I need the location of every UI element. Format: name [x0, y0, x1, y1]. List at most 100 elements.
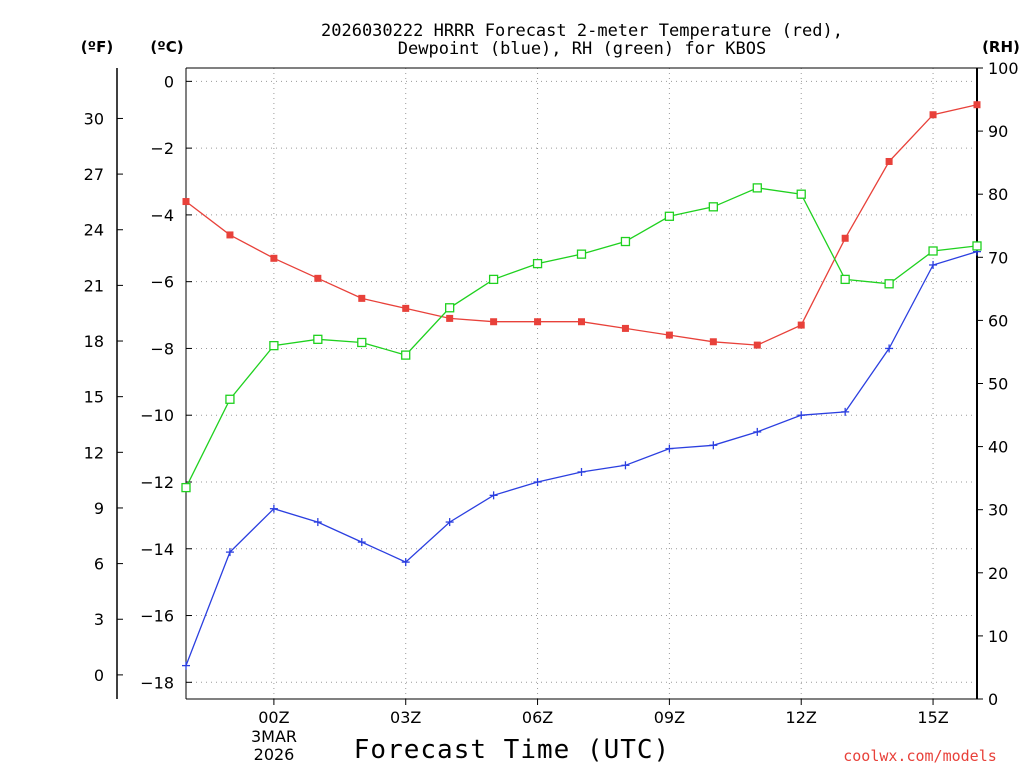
dewpoint-point	[797, 411, 806, 420]
date-label-month: 3MAR	[251, 727, 297, 746]
chart-title-line-1: 2026030222 HRRR Forecast 2-meter Tempera…	[321, 21, 843, 41]
temperature-point	[621, 324, 629, 332]
date-label-year: 2026	[254, 745, 295, 764]
rh-unit-label: (RH)	[982, 38, 1020, 56]
rh-point	[225, 394, 235, 404]
rh-tick-label: 60	[988, 311, 1008, 330]
x-axis-label: Forecast Time (UTC)	[354, 735, 670, 765]
celsius-tick-label: −2	[150, 139, 174, 158]
dewpoint-point	[929, 260, 938, 269]
rh-tick-label: 80	[988, 185, 1008, 204]
x-tick-label: 03Z	[390, 708, 421, 727]
celsius-tick-label: −14	[140, 540, 174, 559]
fahrenheit-unit-label: (ºF)	[81, 38, 113, 56]
temperature-point	[358, 294, 366, 302]
dewpoint-line	[185, 250, 978, 666]
rh-point	[532, 258, 543, 269]
fahrenheit-tick-label: 12	[84, 443, 104, 462]
x-tick-label: 12Z	[786, 708, 817, 727]
temperature-point	[314, 274, 322, 282]
fahrenheit-tick-label: 3	[94, 610, 104, 629]
temperature-point	[578, 318, 585, 326]
rh-tick-label: 20	[988, 564, 1008, 583]
rh-tick-label: 90	[988, 122, 1008, 141]
dewpoint-point	[621, 461, 630, 470]
x-tick-label: 06Z	[522, 708, 553, 727]
axes: 0−2−4−6−8−10−12−14−16−183027242118151296…	[84, 59, 1019, 727]
rh-tick-label: 40	[988, 438, 1008, 457]
temperature-point	[885, 157, 893, 165]
rh-tick-label: 0	[988, 690, 998, 709]
celsius-tick-label: −12	[140, 473, 174, 492]
temperature-point	[446, 314, 454, 322]
temperature-point	[182, 198, 190, 206]
rh-point	[972, 241, 982, 251]
rh-point	[840, 274, 850, 285]
temperature-point	[709, 338, 717, 346]
dewpoint-point	[841, 407, 850, 416]
rh-tick-label: 10	[988, 627, 1008, 646]
data-series	[181, 101, 982, 670]
dewpoint-point	[182, 661, 190, 670]
dewpoint-point	[577, 467, 586, 476]
rh-point	[708, 202, 718, 212]
fahrenheit-tick-label: 21	[84, 276, 104, 295]
celsius-tick-label: −8	[150, 339, 174, 358]
temperature-point	[490, 318, 498, 326]
rh-point	[664, 211, 675, 221]
temperature-point	[226, 231, 234, 239]
dewpoint-point	[885, 344, 894, 353]
rh-point	[401, 350, 411, 360]
temperature-point	[534, 318, 542, 326]
rh-line	[185, 187, 978, 488]
rh-tick-label: 70	[988, 248, 1008, 267]
dewpoint-point	[401, 558, 410, 567]
celsius-tick-label: −16	[140, 607, 174, 626]
rh-point	[752, 183, 762, 193]
x-tick-label: 15Z	[917, 708, 948, 727]
fahrenheit-tick-label: 15	[84, 388, 104, 407]
dewpoint-point	[533, 477, 542, 486]
rh-point	[928, 246, 938, 256]
rh-tick-label: 50	[988, 375, 1008, 394]
rh-point	[884, 279, 894, 289]
rh-point	[181, 482, 191, 493]
rh-point	[488, 274, 499, 285]
rh-tick-label: 100	[988, 59, 1019, 78]
rh-point	[796, 189, 806, 199]
temperature-point	[973, 101, 981, 109]
rh-point	[269, 340, 279, 351]
rh-point	[357, 337, 367, 348]
x-tick-label: 09Z	[654, 708, 685, 727]
fahrenheit-tick-label: 24	[84, 221, 104, 240]
temperature-point	[797, 321, 805, 329]
rh-point	[445, 303, 455, 313]
dewpoint-point	[665, 444, 674, 453]
credit-text: coolwx.com/models	[843, 747, 997, 765]
fahrenheit-tick-label: 0	[94, 666, 104, 685]
x-tick-label: 00Z	[258, 708, 289, 727]
celsius-tick-label: −18	[140, 673, 174, 692]
fahrenheit-tick-label: 18	[84, 332, 104, 351]
temperature-point	[753, 341, 761, 349]
temperature-point	[929, 111, 937, 119]
fahrenheit-tick-label: 30	[84, 109, 104, 128]
dewpoint-point	[269, 504, 278, 513]
temperature-point	[665, 331, 673, 339]
celsius-tick-label: 0	[164, 72, 174, 91]
fahrenheit-tick-label: 27	[84, 165, 104, 184]
dewpoint-point	[225, 548, 234, 557]
temperature-point	[270, 254, 278, 262]
fahrenheit-tick-label: 6	[94, 555, 104, 574]
celsius-tick-label: −4	[150, 206, 174, 225]
rh-point	[313, 334, 323, 344]
chart-title-line-2: Dewpoint (blue), RH (green) for KBOS	[398, 39, 766, 59]
rh-point	[576, 249, 587, 259]
gridlines	[186, 68, 977, 699]
celsius-tick-label: −6	[150, 273, 174, 292]
rh-point	[620, 236, 631, 247]
dewpoint-point	[709, 441, 718, 450]
celsius-unit-label: (ºC)	[150, 38, 183, 56]
temperature-point	[841, 234, 849, 242]
